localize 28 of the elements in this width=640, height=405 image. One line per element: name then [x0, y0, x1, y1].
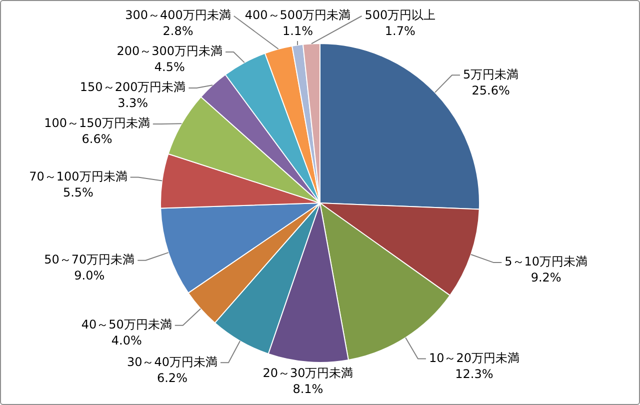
data-label: 1.7%	[384, 24, 416, 38]
slice-label: 20～30万円未満	[262, 366, 354, 380]
data-label: 6.2%	[156, 370, 188, 385]
slice-label: 150～200万円未満	[80, 80, 186, 94]
slice-label: 200～300万円未満	[116, 44, 223, 58]
slice-label: 5～10万円未満	[504, 254, 588, 269]
data-label: 3.3%	[118, 96, 148, 110]
slice-label: 500万円以上	[364, 8, 436, 22]
slice-label: 10～20万円未満	[428, 350, 520, 365]
data-label: 9.0%	[74, 268, 105, 282]
data-label: 4.5%	[154, 60, 185, 74]
slice-label: 40～50万円未満	[81, 317, 172, 332]
slice-label: 400～500万円未満	[244, 8, 351, 22]
data-label: 25.6%	[472, 83, 510, 98]
slice-label: 300～400万円未満	[125, 8, 231, 22]
data-label: 6.6%	[82, 132, 112, 146]
slice-label: 100～150万円未満	[44, 116, 150, 130]
slice-label: 30～40万円未満	[126, 354, 218, 369]
data-label: 8.1%	[292, 382, 324, 396]
data-label: 5.5%	[62, 185, 94, 200]
slice-label: 70～100万円未満	[29, 169, 128, 184]
data-label: 1.1%	[282, 24, 314, 38]
data-label: 2.8%	[162, 24, 194, 38]
slice-label: 50～70万円未満	[44, 252, 135, 266]
data-label: 4.0%	[111, 333, 142, 348]
data-label: 9.2%	[530, 270, 562, 285]
data-label: 12.3%	[455, 366, 494, 381]
slice-label: 5万円未満	[462, 67, 519, 82]
